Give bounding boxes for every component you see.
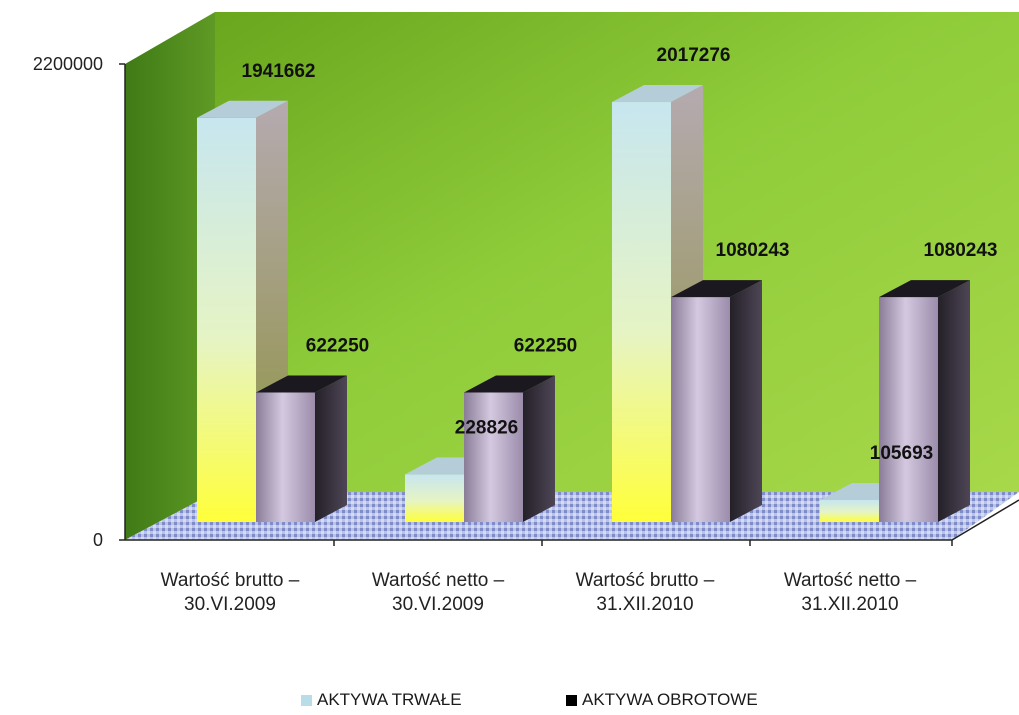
- legend-swatch-light-blue: [301, 694, 312, 706]
- bar-aktywa-obrotowe-4: [879, 280, 970, 522]
- data-label: 2017276: [657, 45, 731, 66]
- legend-label: AKTYWA OBROTOWE: [582, 690, 758, 709]
- data-label: 105693: [870, 443, 933, 464]
- y-tick-max: 2200000: [33, 54, 103, 74]
- data-label: 1080243: [716, 240, 790, 261]
- floor: [125, 492, 1019, 540]
- data-label: 1080243: [924, 240, 998, 261]
- x-tick-label: Wartość netto –: [784, 570, 917, 591]
- x-tick-label: 31.XII.2010: [596, 594, 693, 615]
- bar-aktywa-obrotowe-1: [256, 375, 347, 522]
- side-wall: [125, 12, 215, 540]
- bar-aktywa-obrotowe-3: [671, 280, 762, 522]
- data-label: 622250: [306, 335, 369, 356]
- x-tick-label: Wartość brutto –: [161, 570, 300, 591]
- legend: AKTYWA TRWAŁE AKTYWA OBROTOWE: [0, 690, 1019, 712]
- legend-item-aktywa-obrotowe: AKTYWA OBROTOWE: [566, 690, 758, 710]
- data-label: 228826: [455, 417, 518, 438]
- x-tick-label: 30.VI.2009: [392, 594, 484, 615]
- legend-item-aktywa-trwale: AKTYWA TRWAŁE: [301, 690, 462, 710]
- data-label: 1941662: [242, 61, 316, 82]
- data-label: 622250: [514, 335, 577, 356]
- bar-aktywa-obrotowe-2: [464, 375, 555, 522]
- x-tick-label: 31.XII.2010: [801, 594, 898, 615]
- x-tick-label: Wartość brutto –: [576, 570, 715, 591]
- legend-label: AKTYWA TRWAŁE: [317, 690, 462, 709]
- legend-swatch-black: [566, 694, 577, 706]
- x-tick-label: 30.VI.2009: [184, 594, 276, 615]
- bar-chart: 2200000 0 1941662 622250 228826 622250 20172…: [33, 12, 1019, 615]
- y-tick-zero: 0: [93, 530, 103, 550]
- x-tick-label: Wartość netto –: [372, 570, 505, 591]
